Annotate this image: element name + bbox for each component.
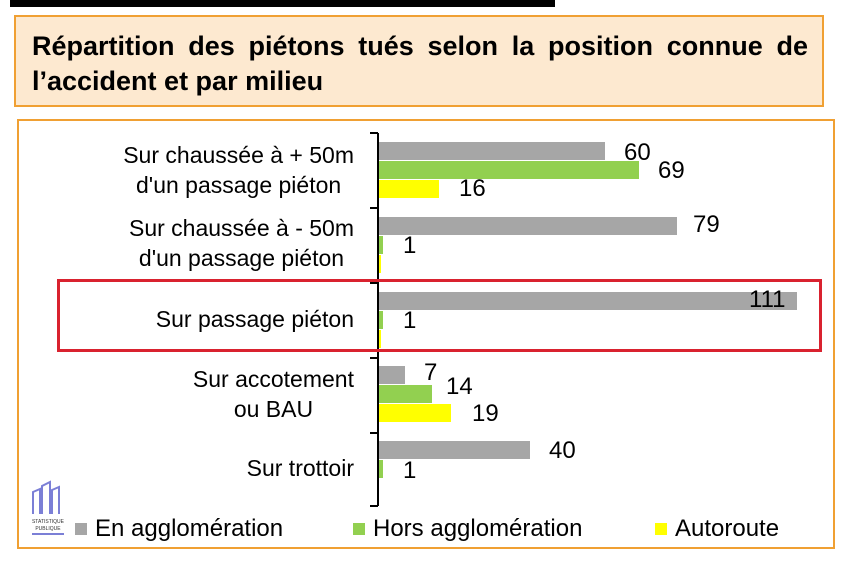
value-label: 60: [624, 139, 651, 166]
legend-label: Hors agglomération: [373, 515, 583, 542]
category-label-line: Sur trottoir: [246, 455, 354, 481]
bar-agglo-cat3: [379, 366, 405, 384]
bar-autoroute-cat1: [379, 255, 381, 273]
category-label-line: ou BAU: [233, 396, 314, 422]
category-label-trottoir: Sur trottoir: [247, 453, 354, 483]
logo-text: PUBLIQUE: [35, 526, 61, 532]
category-label-line: d'un passage piéton: [138, 245, 345, 271]
bar-hors-cat4: [379, 460, 383, 478]
value-label: 69: [658, 157, 685, 184]
legend-swatch-green: [353, 523, 365, 535]
logo-text: STATISTIQUE: [32, 519, 65, 525]
axis-tick: [370, 505, 378, 507]
building-icon: STATISTIQUE PUBLIQUE: [32, 480, 65, 535]
category-label-accotement: Sur accotement ou BAU: [193, 364, 354, 424]
value-label: 1: [403, 232, 417, 259]
bar-hors-cat3: [379, 385, 432, 403]
statistique-publique-logo: STATISTIQUE PUBLIQUE: [28, 478, 68, 540]
legend-item-en-agglomeration: En agglomération: [75, 514, 283, 544]
category-label-line: Sur chaussée à - 50m: [128, 215, 354, 241]
value-label: 1: [403, 307, 417, 334]
cropped-header-strip: [10, 0, 555, 7]
bar-agglo-cat1: [379, 217, 677, 235]
axis-tick: [370, 357, 378, 359]
legend-label: Autoroute: [675, 515, 780, 542]
category-label-line: Sur accotement: [192, 366, 354, 392]
category-label-chaussee-moins-50m: Sur chaussée à - 50m d'un passage piéton: [129, 213, 354, 273]
axis-tick: [370, 132, 378, 134]
axis-tick: [370, 432, 378, 434]
bar-hors-cat0: [379, 161, 639, 179]
bar-agglo-cat0: [379, 142, 605, 160]
bar-hors-cat2: [379, 311, 383, 329]
category-label-line: Sur chaussée à + 50m: [123, 142, 354, 168]
legend-item-hors-agglomeration: Hors agglomération: [353, 514, 582, 544]
bar-agglo-cat2: [379, 292, 797, 310]
title-box: Répartition des piétons tués selon la po…: [14, 15, 824, 107]
legend-swatch-yellow: [655, 523, 667, 535]
value-label: 7: [424, 359, 438, 386]
category-label-passage-pieton: Sur passage piéton: [156, 304, 354, 334]
chart-title: Répartition des piétons tués selon la po…: [32, 31, 808, 96]
value-label: 111: [749, 286, 786, 313]
legend-item-autoroute: Autoroute: [655, 514, 779, 544]
highlight-box-passage-pieton: [57, 279, 822, 352]
legend-label: En agglomération: [95, 515, 284, 542]
legend-swatch-grey: [75, 523, 87, 535]
value-label: 40: [549, 437, 576, 464]
value-label: 79: [693, 211, 720, 238]
category-label-line: d'un passage piéton: [136, 172, 342, 198]
value-label: 19: [472, 400, 499, 427]
bar-hors-cat1: [379, 236, 383, 254]
value-label: 1: [403, 457, 417, 484]
category-label-line: Sur passage piéton: [155, 306, 354, 332]
bar-agglo-cat4: [379, 441, 530, 459]
value-label: 16: [459, 175, 486, 202]
bar-autoroute-cat2: [379, 330, 381, 348]
category-label-chaussee-plus-50m: Sur chaussée à + 50m d'un passage piéton: [123, 140, 354, 200]
axis-tick: [370, 282, 378, 284]
bar-autoroute-cat3: [379, 404, 451, 422]
value-label: 14: [446, 373, 473, 400]
y-axis-line: [377, 133, 379, 506]
bar-autoroute-cat0: [379, 180, 439, 198]
axis-tick: [370, 207, 378, 209]
